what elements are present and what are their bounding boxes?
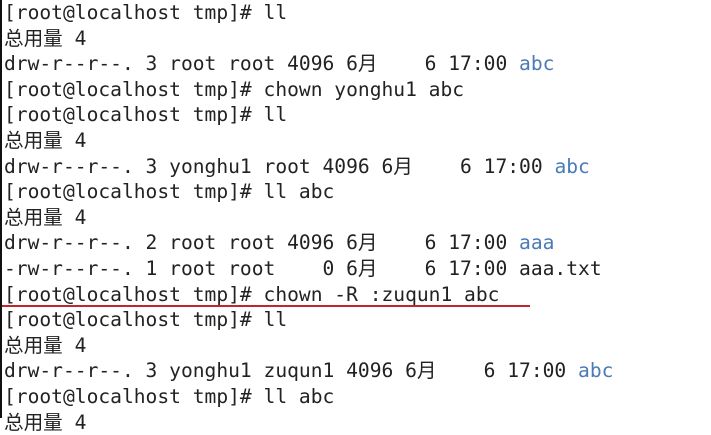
terminal-line: drw-r--r--. 3 yonghu1 zuqun1 4096 6月 6 1… xyxy=(4,358,613,384)
terminal-text: -rw-r--r--. 1 root root 0 6月 6 17:00 aaa… xyxy=(4,257,602,280)
directory-name: abc xyxy=(554,155,589,178)
terminal-text: drw-r--r--. 3 yonghu1 zuqun1 4096 6月 6 1… xyxy=(4,359,578,382)
directory-name: abc xyxy=(519,52,554,75)
terminal-line: 总用量 4 xyxy=(4,205,613,231)
terminal-text: [root@localhost tmp]# chown -R :zuqun1 a… xyxy=(4,283,499,306)
terminal-line: 总用量 4 xyxy=(4,26,613,52)
terminal-text: [root@localhost tmp]# ll xyxy=(4,308,287,331)
terminal-text: 总用量 4 xyxy=(4,27,86,50)
terminal-text: 总用量 4 xyxy=(4,206,86,229)
terminal-line: 总用量 4 xyxy=(4,333,613,359)
terminal-line: drw-r--r--. 2 root root 4096 6月 6 17:00 … xyxy=(4,230,613,256)
terminal-text: [root@localhost tmp]# chown yonghu1 abc xyxy=(4,78,464,101)
terminal-text: [root@localhost tmp]# ll xyxy=(4,103,287,126)
terminal-line: 总用量 4 xyxy=(4,128,613,154)
terminal-text: 总用量 4 xyxy=(4,334,86,357)
terminal-text: drw-r--r--. 3 root root 4096 6月 6 17:00 xyxy=(4,52,519,75)
terminal-line: [root@localhost tmp]# ll xyxy=(4,102,613,128)
terminal-line: [root@localhost tmp]# ll abc xyxy=(4,384,613,410)
terminal-text: drw-r--r--. 2 root root 4096 6月 6 17:00 xyxy=(4,231,519,254)
terminal-text: 总用量 4 xyxy=(4,129,86,152)
terminal-text: [root@localhost tmp]# ll abc xyxy=(4,385,334,408)
terminal-line: -rw-r--r--. 1 root root 0 6月 6 17:00 aaa… xyxy=(4,256,613,282)
terminal-line: [root@localhost tmp]# ll xyxy=(4,307,613,333)
directory-name: aaa xyxy=(519,231,554,254)
annotation-underline xyxy=(2,305,530,307)
terminal-line: [root@localhost tmp]# chown yonghu1 abc xyxy=(4,77,613,103)
terminal-line: [root@localhost tmp]# ll abc xyxy=(4,179,613,205)
terminal-line: [root@localhost tmp]# ll xyxy=(4,0,613,26)
terminal-text: drw-r--r--. 3 yonghu1 root 4096 6月 6 17:… xyxy=(4,155,554,178)
terminal-left-border xyxy=(0,0,2,418)
terminal-line: drw-r--r--. 3 root root 4096 6月 6 17:00 … xyxy=(4,51,613,77)
directory-name: abc xyxy=(578,359,613,382)
terminal-text: 总用量 4 xyxy=(4,411,86,434)
terminal-text: [root@localhost tmp]# ll xyxy=(4,1,287,24)
terminal-text: [root@localhost tmp]# ll abc xyxy=(4,180,334,203)
terminal-line: drw-r--r--. 3 yonghu1 root 4096 6月 6 17:… xyxy=(4,154,613,180)
terminal-line: [root@localhost tmp]# chown -R :zuqun1 a… xyxy=(4,282,613,308)
terminal-line: 总用量 4 xyxy=(4,410,613,435)
